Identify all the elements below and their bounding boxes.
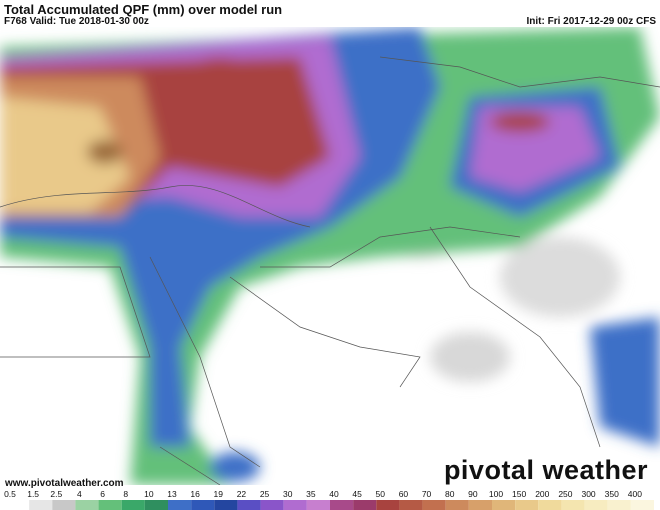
colorbar-label: 6 (100, 489, 105, 499)
colorbar-label: 2.5 (50, 489, 62, 499)
colorbar-swatch (214, 500, 238, 510)
colorbar-label: 35 (306, 489, 316, 499)
colorbar-swatch (353, 500, 377, 510)
colorbar-swatch (422, 500, 446, 510)
colorbar-swatch (168, 500, 192, 510)
colorbar-label: 13 (167, 489, 177, 499)
colorbar-label: 300 (581, 489, 595, 499)
colorbar-swatch (515, 500, 539, 510)
colorbar-swatch (538, 500, 562, 510)
colorbar-label: 50 (376, 489, 386, 499)
colorbar-label: 25 (260, 489, 270, 499)
colorbar-label: 150 (512, 489, 526, 499)
colorbar: 0.5 1.5 2.5 4 6 8 10 13 16 19 22 25 30 35 40 45 50 60 70 80… (4, 489, 654, 510)
colorbar-swatch (191, 500, 215, 510)
init-time: Init: Fri 2017-12-29 00z CFS (526, 16, 657, 27)
colorbar-swatch (98, 500, 122, 510)
colorbar-swatch (399, 500, 423, 510)
colorbar-swatch (376, 500, 400, 510)
colorbar-label: 22 (237, 489, 247, 499)
colorbar-swatch (561, 500, 585, 510)
colorbar-label: 8 (123, 489, 128, 499)
colorbar-label: 45 (352, 489, 362, 499)
colorbar-label: 350 (605, 489, 619, 499)
colorbar-label: 200 (535, 489, 549, 499)
logo: pivotal weather (443, 455, 648, 485)
colorbar-swatch (75, 500, 99, 510)
colorbar-label: 250 (558, 489, 572, 499)
colorbar-swatch (29, 500, 53, 510)
colorbar-label: 40 (329, 489, 339, 499)
colorbar-label: 19 (214, 489, 224, 499)
colorbar-swatch (607, 500, 631, 510)
colorbar-label: 30 (283, 489, 293, 499)
colorbar-swatch (492, 500, 516, 510)
colorbar-label: 1.5 (27, 489, 39, 499)
colorbar-label: 90 (468, 489, 478, 499)
colorbar-swatch (468, 500, 492, 510)
colorbar-label: 60 (399, 489, 409, 499)
website: www.pivotalweather.com (5, 478, 124, 489)
colorbar-label: 0.5 (4, 489, 16, 499)
colorbar-label: 4 (77, 489, 82, 499)
colorbar-swatch (237, 500, 261, 510)
colorbar-label: 70 (422, 489, 432, 499)
colorbar-swatch (144, 500, 168, 510)
colorbar-swatch (260, 500, 284, 510)
colorbar-swatch (630, 500, 654, 510)
colorbar-label: 100 (489, 489, 503, 499)
colorbar-swatch (330, 500, 354, 510)
colorbar-swatch (306, 500, 330, 510)
colorbar-label: 10 (144, 489, 154, 499)
colorbar-swatch (283, 500, 307, 510)
title: Total Accumulated QPF (mm) over model ru… (4, 2, 283, 17)
colorbar-swatch (584, 500, 608, 510)
colorbar-swatch (6, 500, 30, 510)
colorbar-swatch (52, 500, 76, 510)
colorbar-swatch (445, 500, 469, 510)
colorbar-swatch (121, 500, 145, 510)
colorbar-label: 16 (190, 489, 200, 499)
map (0, 27, 660, 485)
colorbar-label: 400 (628, 489, 642, 499)
valid-time: F768 Valid: Tue 2018-01-30 00z (4, 16, 149, 27)
colorbar-label: 80 (445, 489, 455, 499)
